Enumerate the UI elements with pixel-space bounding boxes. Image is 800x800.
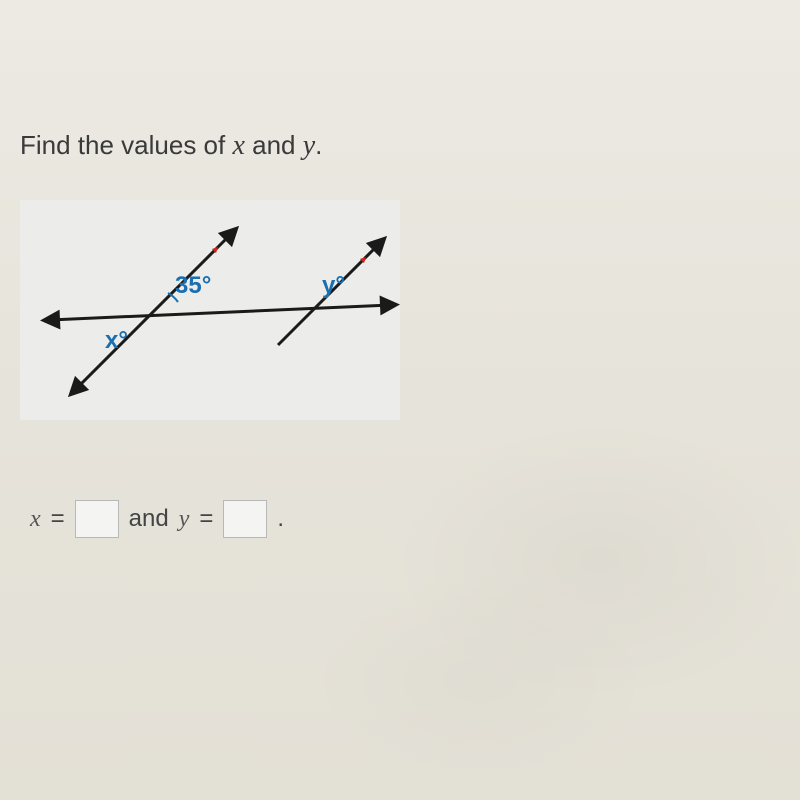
transversal-line — [50, 305, 390, 320]
answer-var-x: x — [30, 506, 41, 533]
question-var-y: y — [303, 130, 315, 161]
question-mid: and — [245, 130, 303, 160]
page-surface: Find the values of x and y. — [0, 0, 800, 800]
answer-var-y: y — [179, 506, 190, 533]
parallel-line-left — [75, 233, 232, 390]
equals-2: = — [199, 505, 213, 533]
y-input-box[interactable] — [223, 500, 267, 538]
x-input-box[interactable] — [75, 500, 119, 538]
equals-1: = — [51, 505, 65, 533]
angle-label-y: y° — [322, 272, 345, 299]
answer-row: x = and y = . — [30, 500, 284, 538]
question-var-x: x — [232, 130, 244, 161]
angle-label-35: 35° — [175, 272, 211, 299]
diagram-svg: 35° x° y° — [20, 200, 400, 420]
answer-and: and — [129, 505, 169, 533]
question-prefix: Find the values of — [20, 130, 232, 160]
geometry-diagram: 35° x° y° — [20, 200, 400, 420]
angle-label-x: x° — [105, 327, 128, 354]
question-text: Find the values of x and y. — [20, 130, 322, 162]
answer-period: . — [277, 505, 284, 533]
question-suffix: . — [315, 130, 322, 160]
